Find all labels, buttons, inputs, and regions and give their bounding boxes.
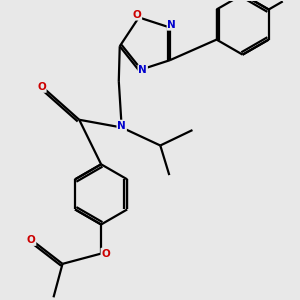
Text: N: N [138,65,147,75]
Text: N: N [167,20,176,30]
Text: O: O [133,10,141,20]
Text: N: N [117,121,126,130]
Text: O: O [37,82,46,92]
Text: O: O [101,249,110,259]
Text: O: O [27,235,35,245]
